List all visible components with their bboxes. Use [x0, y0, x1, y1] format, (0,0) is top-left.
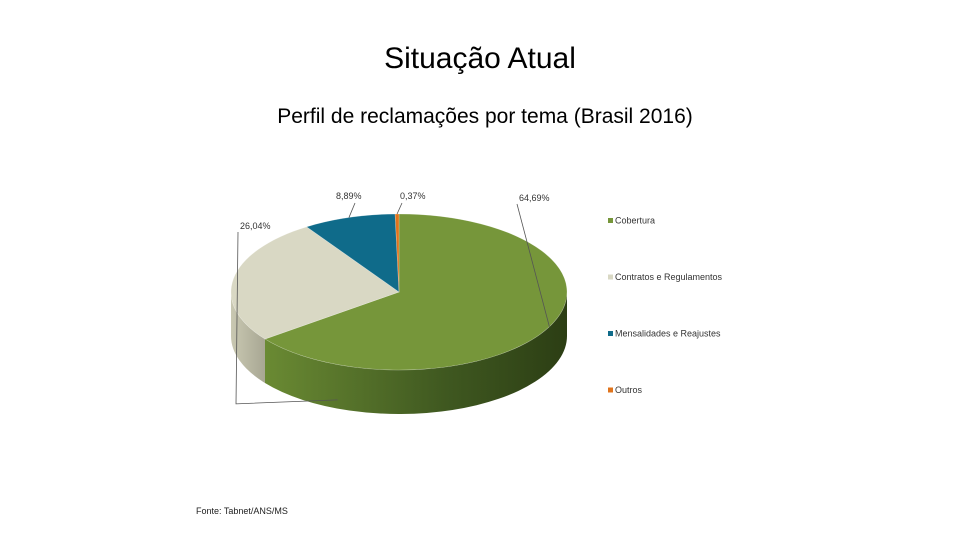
data-label-2: 8,89%: [336, 191, 362, 201]
legend-label-0: Cobertura: [615, 216, 655, 226]
data-label-3: 0,37%: [400, 191, 426, 201]
legend-label-1: Contratos e Regulamentos: [615, 272, 723, 282]
pie-leaders: [235, 202, 550, 405]
source-note: Fonte: Tabnet/ANS/MS: [196, 506, 288, 516]
legend: Cobertura Contratos e Regulamentos Mensali…: [608, 216, 723, 395]
leader-line-0: [516, 203, 550, 327]
pie-sides: [231, 292, 567, 414]
legend-swatch-2: [608, 331, 613, 336]
pie-slice-1: [230, 226, 400, 340]
pie-side-0: [264, 292, 567, 414]
legend-swatch-0: [608, 218, 613, 223]
leader-line-2: [348, 202, 356, 218]
pie-tops: [230, 213, 568, 371]
legend-label-3: Outros: [615, 385, 643, 395]
leader-line-1: [235, 231, 338, 405]
data-label-0: 64,69%: [519, 193, 550, 203]
legend-swatch-3: [608, 387, 613, 393]
pie-side-1: [231, 292, 265, 384]
legend-swatch-1: [608, 274, 613, 280]
data-label-1: 26,04%: [240, 221, 271, 231]
pie-labels: 64,69% 26,04% 8,89% 0,37%: [240, 191, 550, 231]
leader-line-3: [396, 202, 403, 215]
pie-slice-2: [305, 213, 400, 293]
chart-subtitle: Perfil de reclamações por tema (Brasil 2…: [277, 105, 693, 128]
slide-title: Situação Atual: [384, 42, 576, 75]
pie-slice-3: [394, 213, 400, 293]
pie-slice-0: [264, 213, 568, 371]
legend-label-2: Mensalidades e Reajustes: [615, 329, 721, 339]
